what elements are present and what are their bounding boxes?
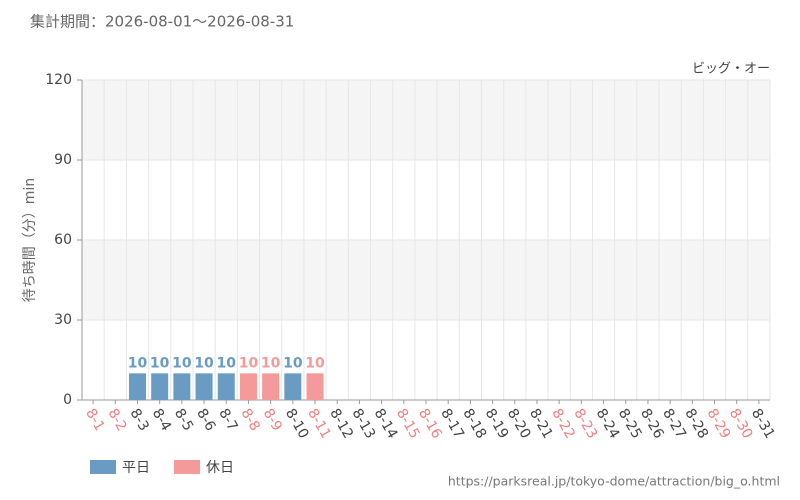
- bar: [151, 373, 169, 400]
- bar: [217, 373, 235, 400]
- data-label: 10: [150, 355, 170, 371]
- bar: [195, 373, 213, 400]
- y-tick-label: 0: [63, 392, 72, 408]
- bar: [306, 373, 324, 400]
- grid-band: [82, 240, 770, 320]
- y-tick-label: 90: [54, 152, 72, 168]
- x-tick-label: 8-7: [215, 406, 240, 434]
- x-tick-label: 8-31: [748, 406, 778, 442]
- bar: [128, 373, 146, 400]
- data-label: 10: [128, 355, 148, 371]
- x-tick-label: 8-4: [149, 406, 174, 434]
- legend-label: 休日: [206, 460, 234, 476]
- data-label: 10: [305, 355, 325, 371]
- x-tick-label: 8-9: [260, 406, 285, 434]
- legend-swatch: [90, 460, 116, 474]
- bar: [262, 373, 280, 400]
- chart-title: 集計期間：2026-08-01〜2026-08-31: [30, 13, 294, 31]
- bar: [173, 373, 191, 400]
- x-tick-label: 8-3: [127, 406, 152, 434]
- data-label: 10: [239, 355, 259, 371]
- legend-swatch: [174, 460, 200, 474]
- data-label: 10: [283, 355, 303, 371]
- source-url: https://parksreal.jp/tokyo-dome/attracti…: [448, 474, 780, 489]
- bar: [284, 373, 302, 400]
- chart-subtitle: ビッグ・オー: [692, 62, 770, 77]
- x-tick-label: 8-2: [104, 406, 129, 434]
- legend-label: 平日: [122, 460, 150, 476]
- x-tick-label: 8-5: [171, 406, 196, 434]
- data-label: 10: [194, 355, 214, 371]
- data-label: 10: [172, 355, 192, 371]
- y-axis-label: 待ち時間（分）min: [22, 178, 38, 302]
- y-tick-label: 120: [45, 72, 72, 88]
- x-tick-label: 8-6: [193, 406, 218, 434]
- bar: [239, 373, 257, 400]
- data-label: 10: [261, 355, 281, 371]
- y-tick-label: 30: [54, 312, 72, 328]
- y-tick-label: 60: [54, 232, 72, 248]
- data-label: 10: [217, 355, 237, 371]
- x-tick-label: 8-1: [82, 406, 107, 434]
- grid-band: [82, 80, 770, 160]
- x-tick-label: 8-8: [238, 406, 263, 434]
